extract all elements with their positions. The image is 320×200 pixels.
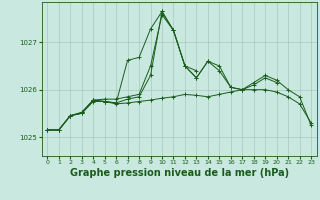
X-axis label: Graphe pression niveau de la mer (hPa): Graphe pression niveau de la mer (hPa) [70, 168, 289, 178]
